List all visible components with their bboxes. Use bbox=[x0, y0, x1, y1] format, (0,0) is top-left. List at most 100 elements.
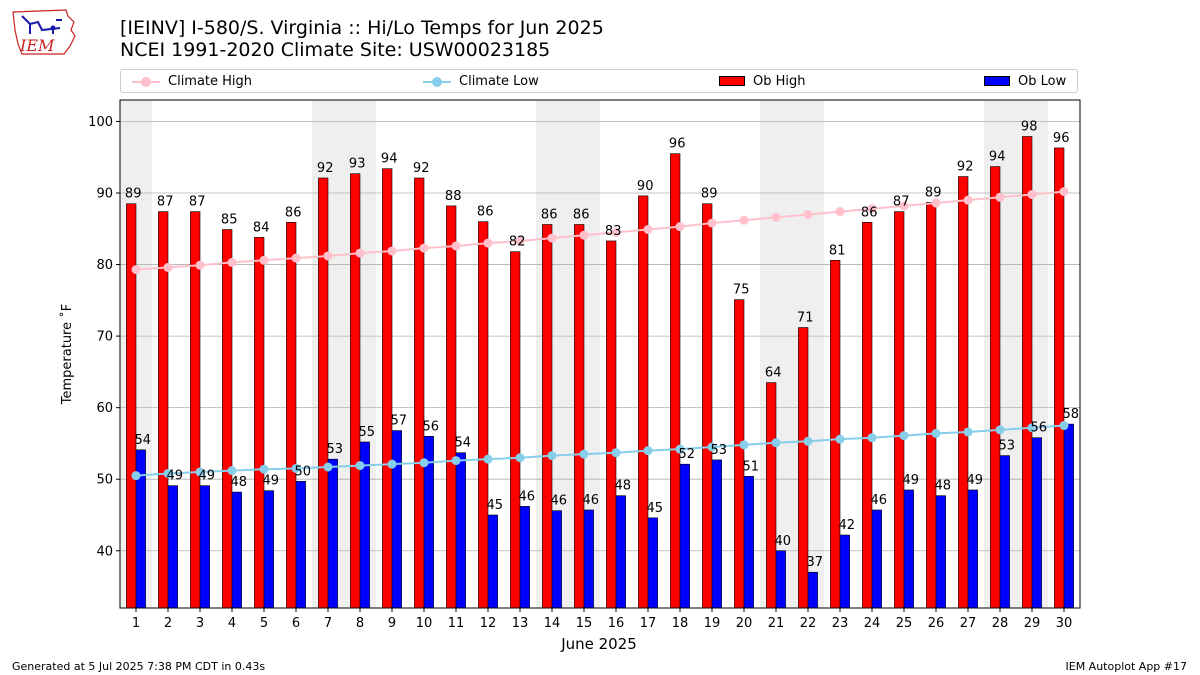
ob-low-value-label: 46 bbox=[519, 489, 536, 504]
x-tick-label: 19 bbox=[704, 616, 721, 631]
ob-high-value-label: 86 bbox=[285, 205, 302, 220]
iem-logo: IEM bbox=[12, 9, 76, 55]
legend-climate-low: Climate Low bbox=[423, 73, 539, 91]
ob-high-bar bbox=[830, 259, 841, 609]
y-tick-label: 90 bbox=[96, 187, 113, 202]
ob-low-value-label: 49 bbox=[199, 469, 216, 484]
ob-high-value-label: 82 bbox=[509, 235, 526, 250]
ob-high-value-label: 85 bbox=[221, 213, 238, 228]
ob-low-value-label: 48 bbox=[615, 479, 632, 494]
ob-high-value-label: 94 bbox=[381, 152, 398, 167]
legend-ob-low: Ob Low bbox=[984, 73, 1066, 91]
legend-climate-low-label: Climate Low bbox=[459, 74, 539, 89]
ob-low-swatch bbox=[984, 75, 1010, 86]
ob-low-bar bbox=[999, 455, 1010, 609]
x-tick-label: 13 bbox=[512, 616, 529, 631]
climate-low-point bbox=[963, 427, 973, 437]
ob-low-bar bbox=[391, 430, 402, 609]
weekend-band bbox=[760, 100, 792, 608]
ob-high-bar bbox=[990, 166, 1001, 609]
climate-low-point bbox=[771, 438, 781, 448]
ob-high-bar bbox=[126, 203, 137, 609]
y-tick-label: 80 bbox=[96, 258, 113, 273]
climate-low-point bbox=[643, 446, 653, 456]
ob-high-bar bbox=[926, 202, 937, 609]
x-tick-label: 27 bbox=[960, 616, 977, 631]
ob-low-value-label: 48 bbox=[935, 479, 952, 494]
climate-high-point bbox=[643, 225, 653, 235]
weekend-band bbox=[984, 100, 1016, 608]
x-tick-label: 22 bbox=[800, 616, 817, 631]
ob-low-bar bbox=[711, 459, 722, 609]
weekend-band bbox=[568, 100, 600, 608]
ob-low-value-label: 37 bbox=[807, 555, 824, 570]
ob-low-bar bbox=[487, 514, 498, 609]
climate-low-point bbox=[803, 436, 813, 446]
climate-high-point bbox=[227, 257, 237, 267]
climate-high-point bbox=[579, 230, 589, 240]
ob-low-value-label: 49 bbox=[967, 473, 984, 488]
ob-high-value-label: 88 bbox=[445, 189, 462, 204]
climate-high-point bbox=[259, 255, 269, 265]
climate-low-point bbox=[387, 459, 397, 469]
ob-high-value-label: 87 bbox=[189, 195, 206, 210]
ob-high-bar bbox=[446, 205, 457, 609]
x-tick-label: 9 bbox=[388, 616, 396, 631]
x-tick-label: 24 bbox=[864, 616, 881, 631]
y-tick-label: 60 bbox=[96, 401, 113, 416]
ob-low-bar bbox=[647, 517, 658, 609]
ob-high-bar bbox=[542, 224, 553, 609]
weekend-band bbox=[536, 100, 568, 608]
y-tick-label: 70 bbox=[96, 330, 113, 345]
x-tick-label: 7 bbox=[324, 616, 332, 631]
ob-low-value-label: 51 bbox=[743, 459, 760, 474]
ob-low-bar bbox=[1031, 437, 1042, 609]
climate-low-point bbox=[195, 467, 205, 477]
x-tick-label: 8 bbox=[356, 616, 364, 631]
ob-high-bar bbox=[414, 177, 425, 609]
climate-low-point bbox=[931, 428, 941, 438]
climate-low-point bbox=[867, 433, 877, 443]
ob-low-bar bbox=[839, 534, 850, 609]
x-tick-label: 28 bbox=[992, 616, 1009, 631]
ob-low-bar bbox=[423, 435, 434, 609]
climate-low-point bbox=[291, 463, 301, 473]
climate-high-point bbox=[835, 207, 845, 217]
climate-low-point bbox=[995, 425, 1005, 435]
weekend-band bbox=[792, 100, 824, 608]
chart-subtitle: NCEI 1991-2020 Climate Site: USW00023185 bbox=[120, 39, 551, 61]
ob-high-value-label: 89 bbox=[125, 187, 142, 202]
x-tick-label: 30 bbox=[1056, 616, 1073, 631]
x-tick-label: 5 bbox=[260, 616, 268, 631]
ob-low-value-label: 53 bbox=[999, 439, 1016, 454]
logo-text: IEM bbox=[19, 36, 55, 55]
ob-low-value-label: 58 bbox=[1063, 407, 1080, 422]
ob-high-bar bbox=[702, 203, 713, 609]
climate-high-point bbox=[931, 198, 941, 208]
ob-high-bar bbox=[318, 177, 329, 609]
x-tick-label: 4 bbox=[228, 616, 236, 631]
x-tick-label: 12 bbox=[480, 616, 497, 631]
ob-high-bar bbox=[1054, 147, 1065, 609]
climate-low-point bbox=[611, 448, 621, 458]
plot-frame bbox=[119, 99, 1081, 609]
climate-high-point bbox=[387, 246, 397, 256]
ob-low-value-label: 49 bbox=[167, 469, 184, 484]
climate-high-point bbox=[995, 192, 1005, 202]
ob-low-bar bbox=[871, 509, 882, 609]
ob-high-bar bbox=[478, 221, 489, 609]
climate-high-point bbox=[131, 265, 141, 275]
x-tick-label: 16 bbox=[608, 616, 625, 631]
climate-low-point bbox=[227, 466, 237, 476]
ob-high-bar bbox=[286, 222, 297, 609]
ob-low-bar bbox=[295, 481, 306, 609]
footer-generated: Generated at 5 Jul 2025 7:38 PM CDT in 0… bbox=[12, 660, 266, 673]
x-tick-label: 17 bbox=[640, 616, 657, 631]
legend-climate-high-label: Climate High bbox=[168, 74, 253, 89]
ob-high-value-label: 93 bbox=[349, 157, 366, 172]
x-tick-label: 1 bbox=[132, 616, 140, 631]
ob-high-bar bbox=[734, 299, 745, 609]
x-axis-label: June 2025 bbox=[560, 635, 637, 653]
weather-station-icon bbox=[21, 15, 62, 34]
ob-low-bar bbox=[263, 490, 274, 609]
